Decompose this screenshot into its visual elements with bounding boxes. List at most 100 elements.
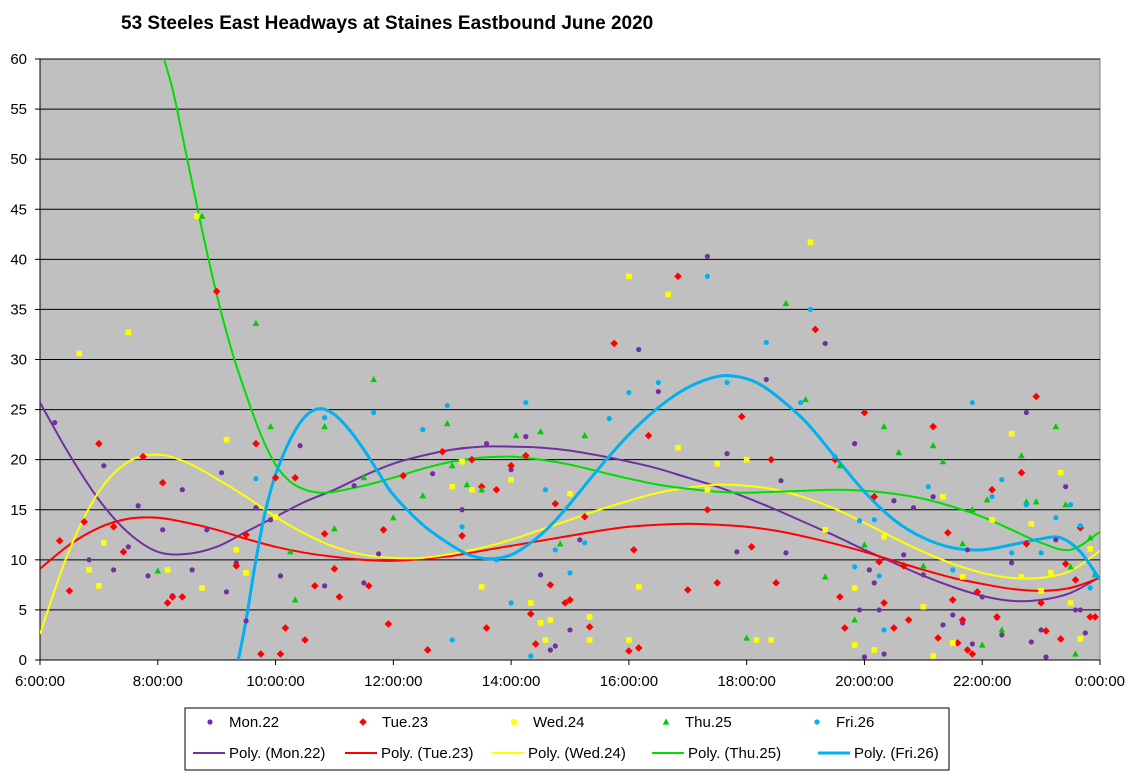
point-mon-22	[1038, 627, 1044, 633]
point-wed-24	[768, 637, 775, 643]
point-tue-23	[944, 528, 952, 537]
point-fri-26	[925, 484, 931, 490]
point-wed-24	[626, 637, 632, 643]
legend-label: Poly. (Fri.26)	[854, 745, 939, 762]
point-mon-22	[852, 441, 858, 447]
point-tue-23	[458, 531, 466, 540]
point-mon-22	[861, 654, 868, 660]
point-tue-23	[507, 461, 515, 470]
point-tue-23	[953, 639, 962, 647]
point-thu-25	[782, 299, 790, 307]
point-tue-23	[929, 422, 937, 431]
legend-label: Poly. (Wed.24)	[528, 745, 626, 762]
point-wed-24	[586, 637, 593, 643]
point-wed-24	[1008, 430, 1015, 437]
point-mon-22	[763, 376, 769, 383]
point-tue-23	[634, 644, 643, 652]
point-mon-22	[86, 557, 92, 563]
x-tick-label: 20:00:00	[835, 673, 893, 690]
y-tick-label: 15	[10, 502, 27, 519]
point-tue-23	[109, 522, 118, 531]
point-mon-22	[881, 651, 887, 657]
point-mon-22	[901, 552, 907, 558]
point-mon-22	[567, 627, 573, 633]
point-wed-24	[547, 617, 554, 623]
point-mon-22	[552, 643, 558, 649]
point-tue-23	[1091, 613, 1099, 621]
point-mon-22	[1043, 654, 1049, 660]
point-mon-22	[636, 346, 642, 353]
y-tick-label: 60	[10, 51, 27, 68]
point-wed-24	[881, 533, 887, 540]
point-tue-23	[301, 636, 309, 644]
point-mon-22	[930, 494, 936, 500]
point-thu-25	[743, 634, 750, 641]
point-tue-23	[1017, 468, 1026, 477]
point-tue-23	[119, 548, 128, 556]
point-tue-23	[836, 593, 844, 601]
point-wed-24	[76, 350, 83, 357]
y-tick-label: 25	[10, 402, 27, 419]
point-mon-22	[940, 622, 946, 628]
point-mon-22	[891, 498, 897, 504]
point-mon-22	[537, 572, 544, 578]
point-fri-26	[449, 637, 455, 643]
data-points	[52, 212, 1099, 660]
point-wed-24	[635, 584, 642, 590]
point-wed-24	[871, 647, 878, 653]
point-mon-22	[268, 517, 274, 523]
point-thu-25	[983, 496, 991, 503]
point-tue-23	[1086, 613, 1094, 621]
x-tick-label: 10:00:00	[246, 673, 304, 690]
point-thu-25	[802, 395, 809, 403]
point-mon-22	[547, 647, 553, 653]
legend-label: Fri.26	[836, 714, 874, 731]
point-tue-23	[973, 588, 982, 596]
point-wed-24	[449, 483, 456, 490]
point-thu-25	[252, 319, 260, 327]
point-mon-22	[223, 589, 230, 595]
point-thu-25	[939, 458, 947, 465]
point-mon-22	[876, 607, 882, 613]
point-thu-25	[291, 596, 299, 603]
point-wed-24	[567, 490, 573, 497]
point-wed-24	[851, 585, 858, 591]
point-mon-22	[52, 420, 58, 426]
point-tue-23	[1032, 392, 1041, 401]
point-mon-22	[1023, 409, 1029, 416]
point-fri-26	[989, 494, 995, 500]
legend-label: Poly. (Mon.22)	[229, 745, 325, 762]
point-wed-24	[194, 213, 200, 220]
point-wed-24	[626, 273, 632, 280]
point-thu-25	[463, 481, 471, 488]
point-thu-25	[836, 462, 844, 469]
point-mon-22	[999, 632, 1005, 638]
point-wed-24	[822, 526, 828, 533]
x-tick-label: 18:00:00	[717, 673, 775, 690]
point-tue-23	[335, 593, 344, 601]
point-tue-23	[384, 620, 393, 628]
point-thu-25	[198, 212, 206, 219]
point-tue-23	[703, 505, 712, 514]
point-fri-26	[420, 427, 426, 433]
point-mon-22	[1082, 630, 1088, 636]
point-wed-24	[753, 637, 760, 643]
point-tue-23	[399, 471, 407, 480]
point-mon-22	[204, 527, 210, 533]
point-tue-23	[212, 287, 221, 296]
legend-marker-thu-25	[662, 718, 670, 725]
point-tue-23	[1061, 560, 1070, 568]
point-tue-23	[551, 499, 560, 508]
point-wed-24	[233, 547, 240, 553]
point-tue-23	[772, 579, 780, 587]
point-tue-23	[257, 650, 265, 658]
point-thu-25	[448, 462, 456, 469]
point-tue-23	[1056, 635, 1065, 643]
point-tue-23	[271, 473, 280, 482]
point-fri-26	[999, 477, 1005, 483]
point-mon-22	[856, 607, 863, 613]
point-tue-23	[580, 512, 589, 521]
point-thu-25	[959, 540, 966, 547]
point-thu-25	[370, 375, 378, 383]
point-wed-24	[1057, 469, 1064, 476]
